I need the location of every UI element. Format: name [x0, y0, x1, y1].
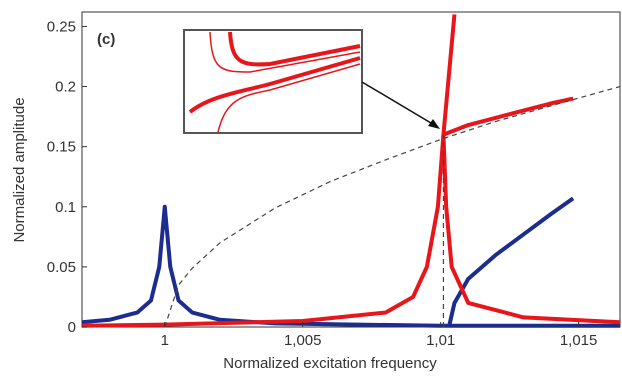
y-tick-label: 0.1: [55, 199, 76, 216]
inset-arrow: [361, 81, 437, 127]
inset-curve: [209, 31, 361, 73]
inset-arrowhead: [428, 119, 440, 129]
inset: [183, 29, 363, 134]
y-tick-label: 0.2: [55, 79, 76, 96]
curve: [446, 196, 575, 328]
curve: [81, 204, 620, 328]
inset-curve: [217, 63, 361, 133]
x-axis-label: Normalized excitation frequency: [223, 355, 437, 372]
x-tick-label: 1,01: [426, 332, 455, 349]
y-tick-label: 0.05: [47, 259, 76, 276]
dashed-curve: [164, 85, 621, 328]
x-tick-label: 1: [161, 332, 169, 349]
x-tick-label: 1,015: [560, 332, 598, 349]
y-axis-label: Normalized amplitude: [11, 97, 28, 242]
plot-frame: [81, 11, 621, 328]
y-tick-label: 0.25: [47, 18, 76, 35]
curve: [81, 14, 457, 328]
curve: [442, 96, 574, 137]
x-tick-label: 1,005: [284, 332, 322, 349]
y-tick-label: 0.15: [47, 139, 76, 156]
inset-curve: [188, 56, 361, 114]
inset-curve: [228, 31, 361, 67]
annotation: (c): [97, 31, 115, 48]
curve: [441, 134, 621, 325]
y-tick-label: 0: [68, 319, 76, 336]
